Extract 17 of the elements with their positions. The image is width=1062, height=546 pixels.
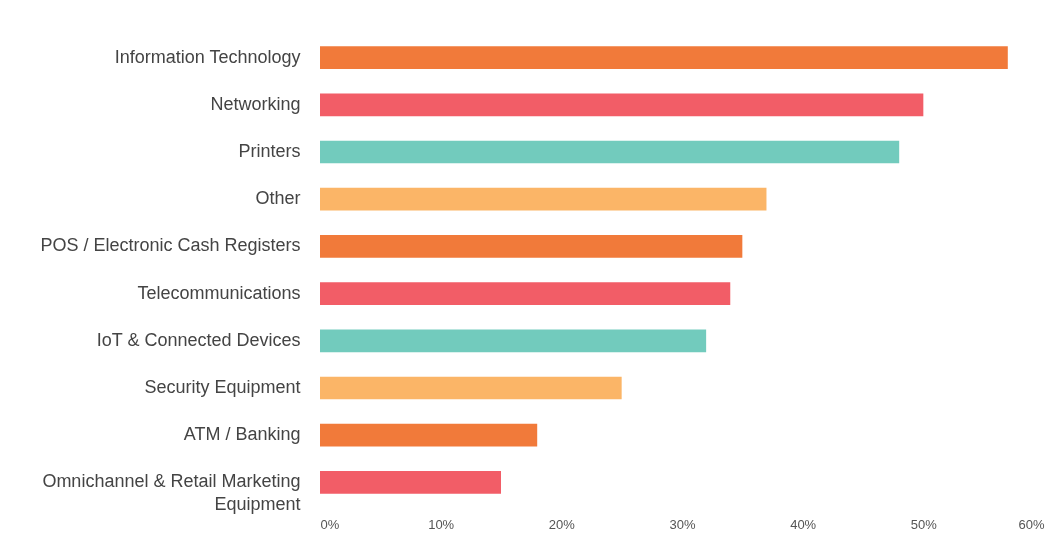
y-tick-label: Omnichannel & Retail Marketing Equipment (42, 471, 301, 515)
x-tick-label: 30% (669, 516, 696, 532)
y-tick-label: Other (255, 188, 301, 209)
x-tick-label: 40% (790, 516, 817, 532)
y-tick-label: Telecommunications (137, 282, 301, 303)
x-tick-label: 20% (548, 516, 576, 532)
x-tick-label: 60% (1018, 516, 1045, 532)
x-tick-label: 0% (320, 516, 340, 532)
y-tick-label: ATM / Banking (183, 424, 301, 445)
y-tick-label: Networking (210, 93, 301, 114)
y-tick-label: POS / Electronic Cash Registers (40, 235, 301, 256)
y-tick-label: Information Technology (114, 46, 301, 67)
y-tick-label: IoT & Connected Devices (96, 329, 301, 350)
x-tick-label: 50% (910, 516, 938, 532)
y-tick-label: Printers (238, 141, 301, 161)
x-tick-label: 10% (428, 516, 455, 532)
y-tick-label: Security Equipment (144, 377, 301, 397)
